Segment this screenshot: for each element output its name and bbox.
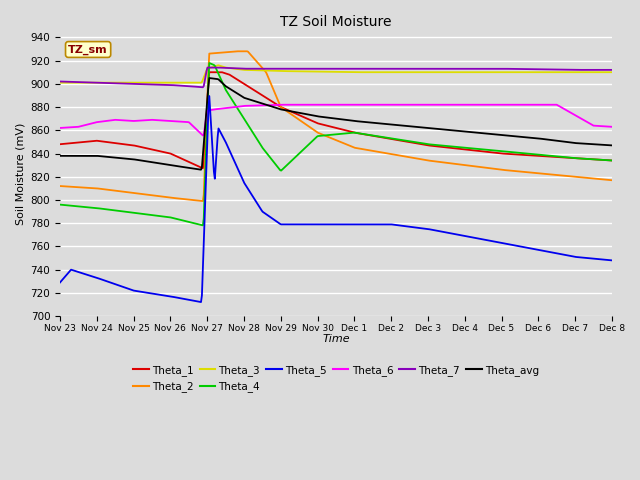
Theta_2: [233, 48, 241, 54]
Theta_4: [383, 135, 391, 141]
Theta_2: [383, 151, 391, 156]
Theta_2: [427, 158, 435, 164]
Theta_avg: [154, 160, 161, 166]
Theta_avg: [474, 130, 481, 135]
Y-axis label: Soil Moisture (mV): Soil Moisture (mV): [15, 123, 25, 225]
Theta_2: [308, 126, 316, 132]
Theta_6: [277, 102, 285, 108]
Theta_4: [427, 142, 435, 147]
Theta_7: [204, 65, 211, 71]
Theta_avg: [383, 121, 391, 127]
Theta_3: [56, 80, 64, 85]
Theta_3: [154, 80, 161, 85]
Theta_4: [608, 157, 616, 163]
Theta_7: [198, 84, 206, 90]
Theta_6: [199, 132, 207, 138]
Theta_1: [198, 165, 206, 171]
Theta_5: [56, 279, 64, 285]
Title: TZ Soil Moisture: TZ Soil Moisture: [280, 15, 392, 29]
Theta_6: [474, 102, 481, 108]
Theta_1: [205, 69, 213, 75]
Line: Theta_5: Theta_5: [60, 96, 612, 302]
Theta_2: [154, 193, 161, 199]
Theta_1: [427, 143, 435, 148]
Theta_7: [308, 66, 316, 72]
Theta_6: [154, 117, 161, 123]
Theta_7: [383, 66, 391, 72]
Theta_3: [214, 62, 222, 68]
Theta_4: [474, 146, 481, 152]
Theta_5: [308, 221, 316, 227]
Theta_7: [199, 84, 207, 90]
Theta_3: [426, 69, 433, 75]
Theta_1: [154, 148, 161, 154]
Theta_1: [199, 166, 207, 171]
Text: TZ_sm: TZ_sm: [68, 44, 108, 55]
Theta_5: [474, 236, 481, 241]
Theta_4: [308, 139, 316, 144]
Theta_7: [154, 82, 161, 87]
Theta_1: [308, 118, 316, 123]
Theta_2: [608, 177, 616, 183]
Line: Theta_2: Theta_2: [60, 51, 612, 201]
Theta_avg: [205, 75, 213, 81]
Line: Theta_4: Theta_4: [60, 63, 612, 226]
Legend: Theta_1, Theta_2, Theta_3, Theta_4, Theta_5, Theta_6, Theta_7, Theta_avg: Theta_1, Theta_2, Theta_3, Theta_4, Thet…: [129, 361, 543, 396]
Line: Theta_avg: Theta_avg: [60, 78, 612, 169]
Theta_3: [198, 79, 206, 85]
Theta_5: [199, 266, 207, 272]
Theta_7: [427, 66, 435, 72]
Theta_5: [383, 221, 391, 227]
Theta_2: [474, 164, 481, 169]
Line: Theta_6: Theta_6: [60, 105, 612, 135]
Theta_3: [473, 69, 481, 75]
Theta_4: [205, 60, 213, 66]
Theta_4: [199, 223, 207, 228]
Theta_5: [608, 257, 616, 263]
Theta_5: [197, 299, 205, 305]
Line: Theta_3: Theta_3: [60, 65, 612, 83]
Theta_avg: [308, 112, 316, 118]
Theta_1: [383, 135, 391, 141]
Theta_6: [198, 132, 206, 137]
Theta_6: [383, 102, 391, 108]
Theta_3: [382, 69, 390, 75]
Theta_3: [307, 69, 314, 74]
Theta_avg: [199, 153, 207, 158]
Theta_1: [608, 157, 616, 163]
Theta_6: [427, 102, 435, 108]
Theta_2: [199, 198, 207, 204]
Theta_avg: [427, 125, 435, 131]
Theta_avg: [608, 143, 616, 148]
Theta_5: [154, 291, 161, 297]
Line: Theta_1: Theta_1: [60, 72, 612, 168]
Theta_4: [198, 222, 206, 228]
Theta_2: [198, 198, 206, 204]
Line: Theta_7: Theta_7: [60, 68, 612, 87]
Theta_4: [154, 213, 161, 219]
Theta_3: [608, 69, 616, 75]
Theta_7: [474, 66, 481, 72]
Theta_5: [205, 93, 213, 99]
Theta_6: [56, 125, 64, 131]
Theta_1: [56, 141, 64, 147]
Theta_7: [56, 79, 64, 84]
Theta_avg: [197, 167, 205, 172]
Theta_2: [56, 183, 64, 189]
Theta_4: [56, 202, 64, 207]
Theta_1: [474, 148, 481, 154]
Theta_avg: [56, 153, 64, 159]
X-axis label: Time: Time: [322, 334, 350, 344]
Theta_7: [608, 67, 616, 73]
Theta_5: [427, 227, 435, 232]
Theta_6: [308, 102, 316, 108]
Theta_6: [608, 124, 616, 130]
